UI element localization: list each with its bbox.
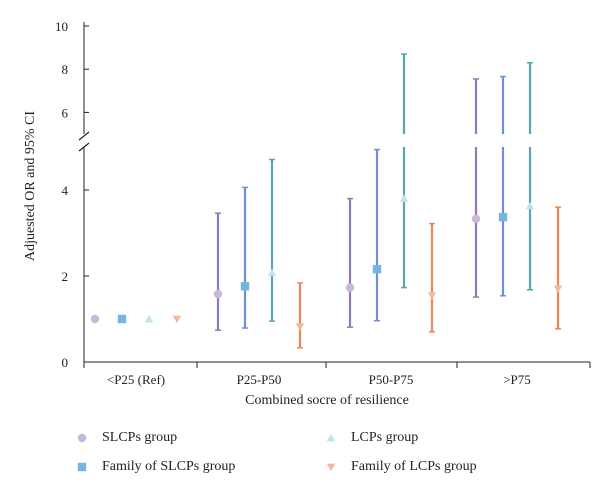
x-axis-title: Combined socre of resilience: [245, 393, 409, 408]
data-point: [427, 292, 437, 300]
data-point: [525, 201, 535, 210]
y-tick-label: 8: [62, 62, 69, 77]
data-point: [213, 289, 223, 299]
plot-area: [90, 53, 563, 349]
y-tick-label: 10: [55, 19, 68, 34]
x-tick-label: P25-P50: [237, 372, 282, 387]
axis-break-mark: [78, 131, 90, 141]
data-point: [498, 212, 508, 222]
data-point: [172, 315, 182, 324]
data-point: [144, 314, 154, 323]
y-tick-label: 4: [62, 183, 69, 198]
y-tick-label: 6: [62, 105, 69, 120]
data-point: [267, 268, 277, 276]
data-point: [553, 285, 563, 294]
x-tick-label: <P25 (Ref): [107, 372, 165, 387]
data-point: [240, 282, 250, 291]
y-tick-label: 0: [62, 355, 69, 370]
data-point: [399, 194, 409, 202]
data-point: [372, 264, 382, 274]
x-tick-label: P50-P75: [369, 372, 414, 387]
data-point: [295, 323, 305, 331]
x-tick-label: >P75: [503, 372, 531, 387]
data-point: [90, 314, 100, 324]
axes: 0 2 4 6 8 10 <P25 (Ref) P25-P50 P50-P75 >P75: [55, 19, 591, 387]
y-axis-title: Adjuested OR and 95% CI: [23, 111, 38, 261]
data-point: [345, 283, 355, 292]
data-point: [471, 214, 481, 224]
y-tick-label: 2: [62, 269, 69, 284]
axis-break-mark: [78, 142, 90, 152]
data-point: [117, 314, 127, 324]
